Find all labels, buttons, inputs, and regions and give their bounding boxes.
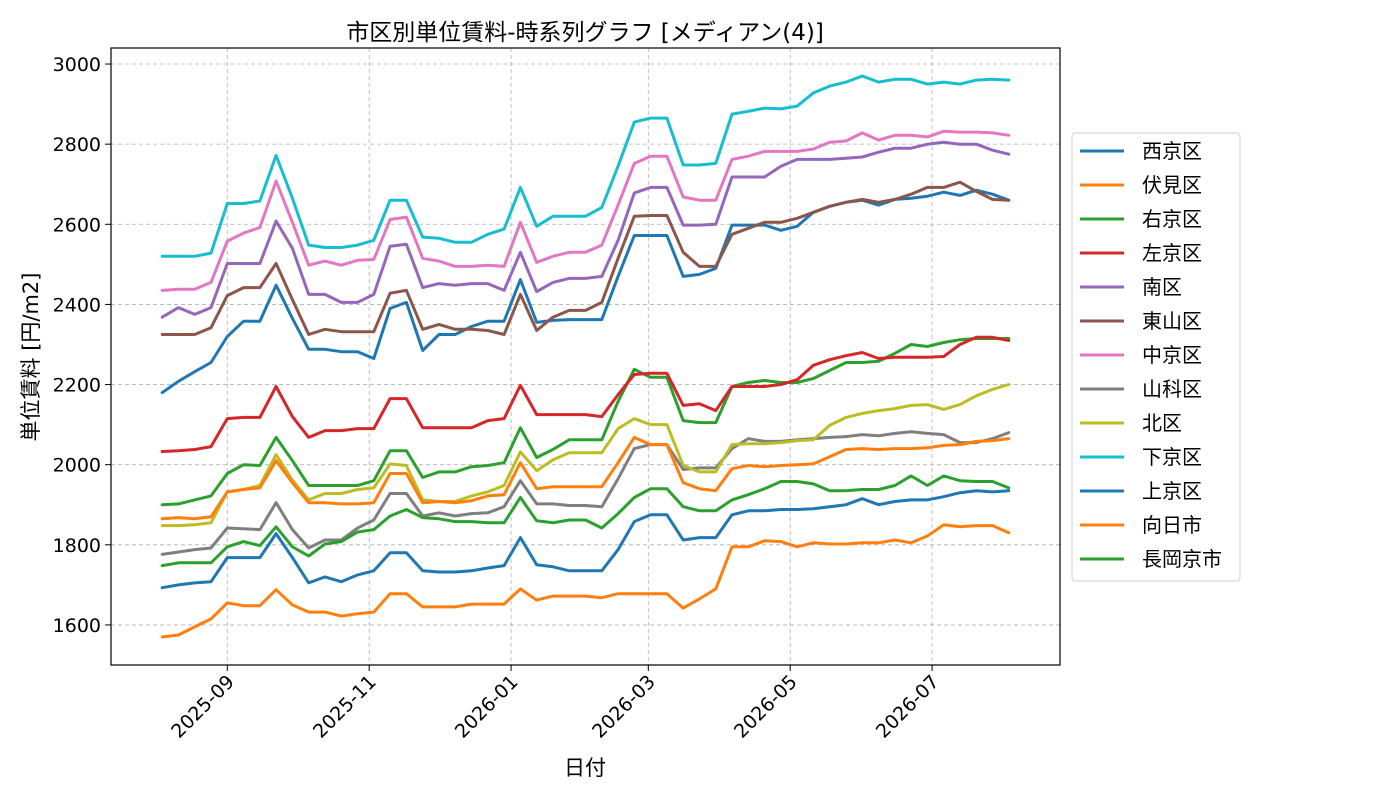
legend-label: 上京区	[1142, 479, 1202, 503]
chart-title: 市区別単位賃料-時系列グラフ [メディアン(4)]	[346, 20, 824, 46]
series-layer	[160, 74, 1011, 639]
series-line-7	[160, 129, 1011, 292]
y-axis-title: 単位賃料 [円/m2]	[19, 273, 43, 442]
legend-label: 伏見区	[1142, 173, 1202, 197]
series-line-12	[160, 435, 1011, 521]
legend-label: 中京区	[1142, 343, 1202, 367]
y-tick-label: 1800	[53, 535, 101, 557]
y-tick-label: 2200	[53, 375, 101, 397]
legend-label: 西京区	[1142, 139, 1202, 163]
y-tick-label: 3000	[53, 54, 101, 76]
legend-frame	[1071, 132, 1241, 582]
y-axis: 1600 1800 2000 2200 2400 2600 2800 3000	[53, 54, 111, 637]
series-line-10	[160, 74, 1011, 258]
series-line-3	[160, 337, 1011, 507]
x-axis: 2025-09 2025-11 2026-01 2026-03 2026-05 2026-…	[167, 665, 944, 743]
series-line-13	[160, 474, 1011, 568]
x-tick-label: 2026-03	[588, 671, 660, 743]
x-tick-label: 2025-09	[167, 671, 239, 743]
legend-label: 山科区	[1142, 377, 1202, 401]
x-axis-title: 日付	[564, 756, 606, 780]
series-line-4	[160, 335, 1011, 453]
legend-label: 長岡京市	[1142, 547, 1222, 571]
series-line-2	[160, 523, 1011, 639]
series-line-6	[160, 180, 1011, 336]
legend-label: 右京区	[1142, 207, 1202, 231]
y-tick-label: 2000	[53, 455, 101, 477]
plot-frame	[110, 47, 1061, 666]
x-tick-label: 2025-11	[309, 671, 381, 743]
series-line-11	[160, 489, 1011, 590]
x-tick-label: 2026-07	[872, 671, 944, 743]
legend-label: 左京区	[1142, 241, 1202, 265]
y-tick-label: 2400	[53, 294, 101, 316]
series-line-8	[160, 430, 1011, 556]
legend-label: 北区	[1142, 411, 1182, 435]
legend-label: 向日市	[1142, 513, 1202, 537]
y-tick-label: 1600	[53, 615, 101, 637]
series-line-9	[160, 383, 1011, 528]
x-tick-label: 2026-01	[451, 671, 523, 743]
x-tick-label: 2026-05	[730, 671, 802, 743]
y-tick-label: 2800	[53, 134, 101, 156]
legend-label: 南区	[1142, 275, 1182, 299]
legend-label: 下京区	[1142, 445, 1202, 469]
series-line-5	[160, 140, 1011, 319]
legend-label: 東山区	[1142, 309, 1202, 333]
y-tick-label: 2600	[53, 214, 101, 236]
